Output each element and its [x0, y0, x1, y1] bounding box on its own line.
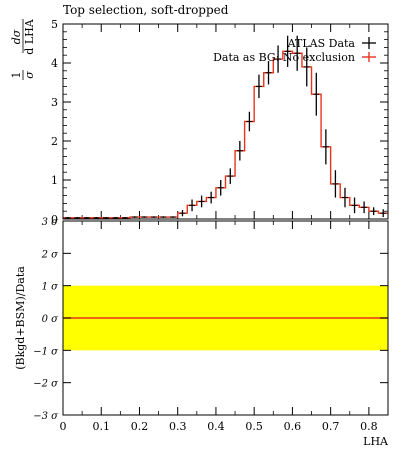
ratio-y-tick-label: 2 σ — [41, 249, 60, 260]
y-label-sigma: σ — [23, 71, 36, 79]
ratio-panel: −3 σ −2 σ −1 σ 0 σ 1 σ 2 σ 3 σ (Bkgd+BSM)/Data 0… — [14, 217, 389, 448]
y-tick-label: 5 — [51, 18, 58, 31]
main-frame — [62, 23, 389, 220]
ratio-frame — [62, 220, 389, 416]
y-tick-label: 4 — [51, 57, 58, 70]
y-label-denominator: d LHA — [23, 18, 36, 54]
ratio-y-tick-label: 3 σ — [42, 217, 60, 228]
ratio-y-tick-label: −1 σ — [33, 346, 59, 357]
ratio-y-axis-label: (Bkgd+BSM)/Data — [14, 266, 27, 370]
y-label-numerator: dσ — [10, 29, 23, 44]
legend-label-data: ATLAS Data — [287, 37, 356, 50]
x-tick-label: 0.5 — [245, 420, 263, 433]
x-tick-label: 0.1 — [92, 420, 110, 433]
x-tick-label: 0.7 — [322, 420, 340, 433]
y-axis-label: 1 σ dσ d LHA — [10, 18, 36, 80]
ratio-y-tick-label: −3 σ — [33, 411, 59, 422]
y-tick-label: 2 — [51, 135, 58, 148]
y-tick-label: 3 — [51, 96, 58, 109]
ratio-y-tick-label: 0 σ — [42, 314, 60, 325]
legend-label-model: Data as BG: No exclusion — [213, 51, 355, 64]
ratio-y-tick-label: −2 σ — [33, 379, 59, 390]
x-tick-label: 0.3 — [169, 420, 187, 433]
x-tick-label: 0.4 — [207, 420, 225, 433]
x-tick-label: 0.8 — [360, 420, 378, 433]
x-tick-label: 0.2 — [131, 420, 149, 433]
x-axis-label: LHA — [363, 435, 389, 448]
x-tick-label: 0.6 — [284, 420, 302, 433]
x-tick-label: 0 — [60, 420, 67, 433]
ratio-y-tick-label: 1 σ — [42, 282, 60, 293]
y-tick-label: 0 — [51, 213, 58, 226]
chart-title: Top selection, soft-dropped — [63, 3, 229, 17]
y-tick-label: 1 — [51, 174, 58, 187]
model-histogram-line — [63, 50, 388, 219]
y-label-prefix: 1 — [10, 72, 23, 79]
